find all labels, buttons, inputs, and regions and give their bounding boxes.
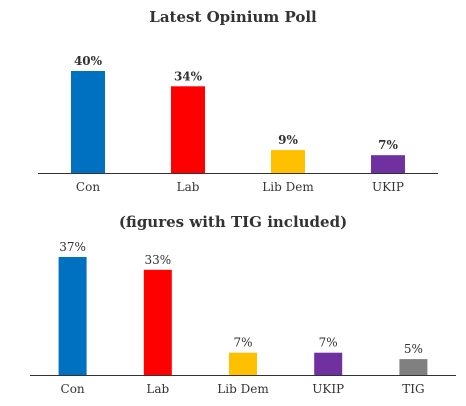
category-label-lab: Lab xyxy=(177,180,200,194)
category-label-ukip: UKIP xyxy=(372,180,404,194)
category-label-con: Con xyxy=(61,382,85,396)
value-label-lab: 33% xyxy=(144,253,171,267)
category-label-lab: Lab xyxy=(146,382,169,396)
bar-lab xyxy=(171,86,205,173)
value-label-lib-dem: 7% xyxy=(233,336,252,350)
category-label-lib-dem: Lib Dem xyxy=(262,180,314,194)
value-label-ukip: 7% xyxy=(378,138,398,152)
category-label-lib-dem: Lib Dem xyxy=(217,382,269,396)
value-label-con: 40% xyxy=(74,54,103,68)
category-label-con: Con xyxy=(76,180,100,194)
bar-ukip xyxy=(371,155,405,173)
value-label-tig: 5% xyxy=(404,342,423,356)
category-label-ukip: UKIP xyxy=(312,382,344,396)
opinium-poll-chart: Latest Opinium Poll 40% Con 34% Lab 9% Lib De… xyxy=(38,8,438,194)
tig-included-chart: (figures with TIG included) 37% Con 33% Lab… xyxy=(30,213,456,396)
value-label-con: 37% xyxy=(59,240,86,254)
value-label-lib-dem: 9% xyxy=(278,133,298,147)
bar-lib-dem xyxy=(271,150,305,173)
chart-title: Latest Opinium Poll xyxy=(149,8,317,26)
category-label-tig: TIG xyxy=(402,382,424,396)
bar-ukip xyxy=(314,352,343,375)
bar-lab xyxy=(143,269,172,375)
bar-con xyxy=(71,71,105,173)
bar-lib-dem xyxy=(229,352,257,375)
chart-title: (figures with TIG included) xyxy=(119,213,347,231)
value-label-lab: 34% xyxy=(174,69,203,83)
bar-con xyxy=(58,257,87,375)
bar-tig xyxy=(399,359,428,375)
value-label-ukip: 7% xyxy=(319,336,338,350)
